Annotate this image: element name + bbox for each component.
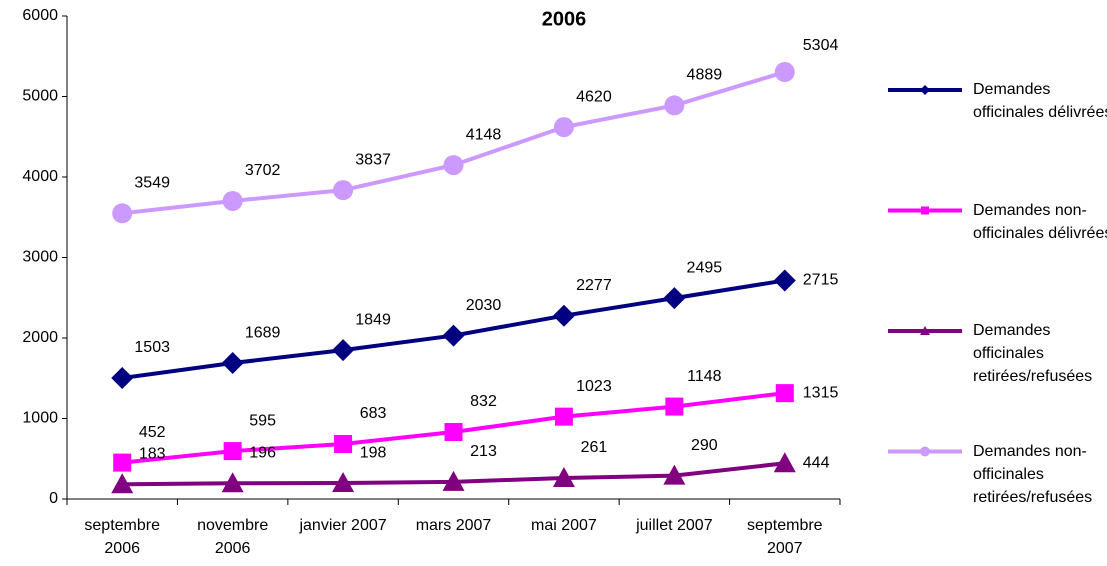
marker: [332, 472, 355, 493]
marker: [554, 407, 573, 426]
marker: [221, 352, 244, 375]
marker: [442, 470, 465, 491]
legend-marker: [920, 85, 930, 95]
x-tick-label: mars 2007: [415, 517, 492, 534]
data-label: 198: [360, 444, 387, 461]
marker: [663, 287, 686, 310]
data-label: 4889: [687, 67, 723, 84]
x-tick-label: novembre 2006: [197, 517, 269, 557]
x-tick-label: septembre 2007: [746, 517, 823, 557]
legend-marker: [920, 326, 930, 335]
x-tick-label: janvier 2007: [299, 517, 387, 534]
marker: [443, 155, 464, 176]
marker: [774, 62, 795, 83]
legend-label: Demandes officinales retirées/refusées: [973, 322, 1093, 385]
y-tick-label: 6000: [22, 7, 58, 24]
marker: [112, 203, 133, 224]
marker: [111, 367, 134, 390]
data-label: 1148: [687, 368, 722, 385]
data-label: 452: [139, 424, 166, 441]
marker: [663, 464, 686, 485]
legend-label: Demandes non-officinales délivrées: [973, 201, 1107, 242]
data-label: 1023: [576, 378, 612, 395]
marker: [444, 423, 463, 442]
marker: [665, 397, 684, 416]
marker: [113, 453, 132, 472]
marker: [334, 435, 353, 454]
data-label: 3549: [134, 175, 170, 192]
marker: [442, 324, 465, 347]
marker: [111, 473, 134, 494]
marker: [222, 190, 243, 211]
data-label: 2715: [803, 272, 839, 289]
marker: [552, 304, 575, 327]
data-label: 183: [139, 445, 166, 462]
data-label: 196: [249, 444, 276, 461]
marker: [223, 442, 242, 461]
y-tick-label: 1000: [22, 410, 58, 427]
data-label: 4620: [576, 88, 612, 105]
data-label: 5304: [803, 37, 839, 54]
y-tick-label: 0: [49, 490, 58, 507]
data-label: 832: [470, 393, 497, 410]
marker: [773, 269, 796, 292]
marker: [775, 384, 794, 403]
data-label: 683: [360, 405, 387, 422]
x-tick-label: mai 2007: [531, 517, 597, 534]
data-label: 444: [803, 454, 830, 471]
marker: [773, 452, 796, 473]
data-label: 3702: [245, 162, 281, 179]
data-label: 595: [249, 412, 276, 429]
marker: [552, 466, 575, 487]
data-label: 213: [470, 443, 497, 460]
marker: [332, 339, 355, 362]
chart-title: 2006: [542, 8, 587, 30]
data-label: 290: [691, 437, 718, 454]
data-label: 4148: [466, 126, 502, 143]
marker: [221, 472, 244, 493]
data-label: 1689: [245, 324, 281, 341]
data-label: 261: [581, 439, 608, 456]
data-label: 1849: [355, 311, 391, 328]
marker: [333, 180, 354, 201]
x-tick-label: juillet 2007: [636, 517, 713, 534]
y-tick-label: 4000: [22, 168, 58, 185]
series-line: [121, 70, 786, 216]
data-label: 2030: [466, 297, 502, 314]
y-tick-label: 2000: [22, 329, 58, 346]
legend-label: Demandes non-officinales retirées/refusé…: [973, 442, 1093, 506]
data-label: 3837: [355, 151, 391, 168]
marker: [664, 95, 685, 116]
legend-marker: [920, 446, 930, 457]
data-label: 1315: [803, 384, 839, 401]
marker: [553, 117, 574, 138]
y-tick-label: 3000: [22, 249, 58, 266]
y-tick-label: 5000: [22, 88, 58, 105]
data-label: 1503: [134, 339, 170, 356]
data-label: 2277: [576, 277, 612, 294]
x-tick-label: septembre 2006: [84, 517, 160, 557]
legend-marker: [921, 206, 929, 215]
legend-label: Demandes officinales délivrées: [973, 81, 1107, 121]
data-label: 2495: [687, 259, 723, 276]
